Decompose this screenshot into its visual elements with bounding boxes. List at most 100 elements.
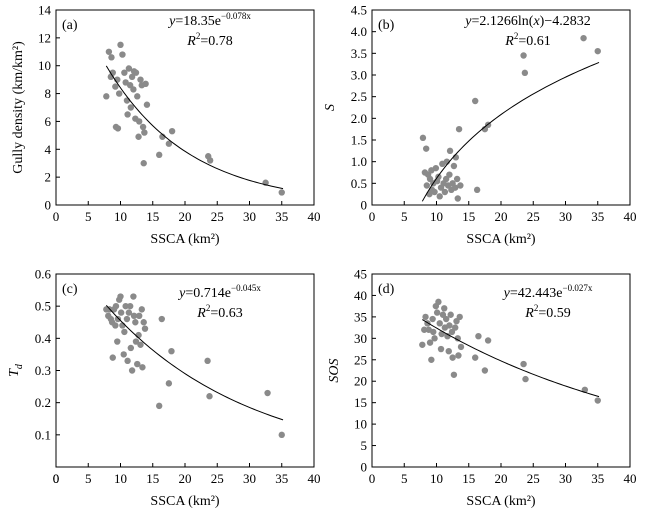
data-point: [120, 351, 127, 358]
data-point: [278, 189, 285, 196]
data-point: [121, 328, 128, 336]
data-point: [481, 367, 489, 374]
y-tick-label: 0: [45, 198, 52, 213]
data-point: [432, 164, 440, 172]
x-tick-label: 25: [527, 471, 540, 486]
data-point: [139, 364, 146, 371]
data-point: [114, 315, 122, 323]
data-point: [520, 52, 527, 59]
data-point: [141, 129, 148, 136]
data-point: [156, 402, 163, 410]
data-point: [127, 104, 135, 111]
x-tick-label: 20: [179, 471, 192, 486]
eq-exponent: −0.078x: [221, 11, 251, 21]
data-point: [136, 312, 143, 320]
data-point: [457, 182, 464, 189]
r2-value: =0.78: [200, 34, 232, 49]
x-tick-label: 35: [275, 209, 288, 224]
plot-frame: [371, 273, 631, 468]
data-point: [449, 354, 456, 361]
x-axis-title: SSCA (km²): [150, 494, 219, 509]
data-point: [125, 309, 133, 316]
data-point: [117, 41, 124, 49]
y-tick-label: 2.5: [351, 89, 367, 104]
y-tick-label: 1.5: [351, 133, 367, 148]
y-tick-label: 20: [354, 374, 367, 389]
data-point: [137, 341, 144, 348]
data-point: [103, 93, 110, 100]
eq-body: =18.35e: [175, 14, 221, 29]
data-points: [103, 41, 285, 196]
y-tick-label: 0.5: [351, 176, 367, 191]
y-tick-label: 12: [38, 30, 51, 45]
data-point: [137, 76, 144, 83]
data-point: [126, 302, 134, 310]
x-tick-label: 15: [462, 209, 475, 224]
data-point: [204, 357, 211, 365]
data-point: [419, 134, 427, 142]
data-point: [594, 397, 601, 404]
data-point: [522, 375, 529, 383]
eq-body: =42.443e: [510, 286, 563, 301]
r2-sup: 2: [534, 303, 539, 313]
data-point: [442, 315, 450, 323]
x-tick-label: 40: [308, 209, 321, 224]
data-point: [112, 83, 119, 90]
panel-label: (b): [378, 18, 395, 33]
data-point: [141, 325, 149, 332]
data-point: [128, 367, 136, 374]
data-point: [484, 337, 492, 344]
y-tick-label: 4.5: [351, 3, 367, 18]
data-point: [124, 111, 131, 118]
eq-var: y: [167, 14, 176, 29]
data-point: [117, 293, 124, 300]
x-tick-label: 20: [179, 209, 192, 224]
r2-value: =0.59: [538, 306, 570, 321]
data-point: [136, 118, 143, 125]
data-points: [419, 298, 601, 404]
x-tick-label: 0: [53, 209, 60, 224]
data-point: [158, 315, 165, 323]
eq-var: y: [502, 286, 511, 301]
data-point: [422, 145, 430, 152]
y-tick-label: 25: [354, 352, 367, 367]
y-tick-label: 6: [45, 114, 52, 129]
data-point: [453, 175, 461, 183]
data-point: [168, 127, 176, 135]
panel-d: 0 5 10 15 20 25 30 35 40 0 5 10 15 20 25 30 35 40 45 SSCA (…: [327, 267, 637, 510]
y-tick-label: 45: [354, 267, 367, 282]
data-point: [119, 51, 126, 58]
x-tick-label: 0: [369, 471, 376, 486]
data-point: [436, 320, 443, 327]
r2-symbol: R: [524, 306, 534, 321]
x-tick-label: 15: [146, 471, 159, 486]
x-tick-label: 0: [53, 471, 60, 486]
data-point: [429, 315, 436, 323]
fit-curve: [422, 319, 600, 398]
r2-symbol: R: [504, 34, 514, 49]
data-point: [455, 125, 463, 133]
data-point: [130, 312, 138, 320]
r2-symbol: R: [196, 306, 206, 321]
y-tick-label: 3.5: [351, 46, 367, 61]
x-tick-label: 35: [275, 471, 288, 486]
data-point: [452, 184, 459, 191]
r2-symbol: R: [186, 34, 196, 49]
data-point: [128, 73, 136, 81]
data-point: [441, 188, 449, 196]
data-point: [441, 305, 448, 312]
x-tick-label: 30: [559, 209, 572, 224]
data-point: [134, 360, 141, 368]
plot-frame: [371, 9, 631, 206]
x-tick-label: 30: [243, 471, 256, 486]
data-point: [123, 315, 131, 323]
data-point: [134, 93, 141, 100]
data-point: [119, 322, 126, 329]
eq-body: =2.1266ln(: [471, 14, 533, 29]
data-point: [112, 302, 120, 310]
y-tick-label: 4.0: [351, 24, 367, 39]
data-point: [423, 182, 431, 189]
y-tick-label: 8: [45, 86, 52, 101]
r2-sup: 2: [206, 303, 211, 313]
data-point: [446, 147, 454, 155]
